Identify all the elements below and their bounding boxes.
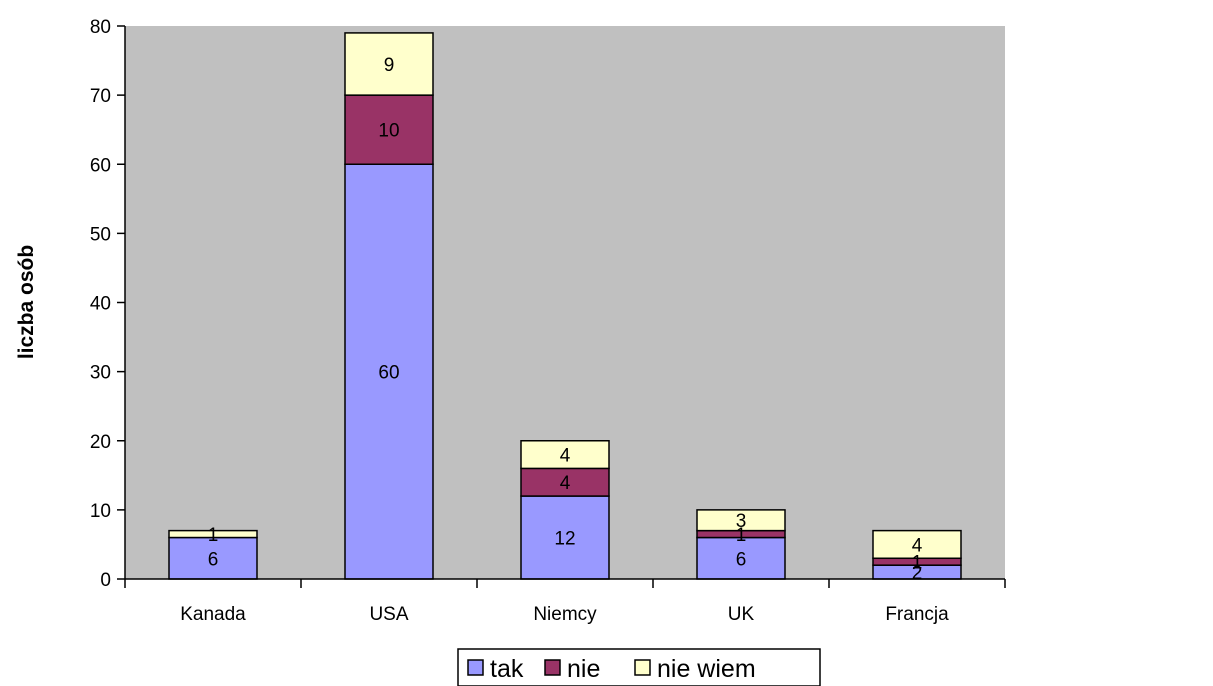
x-tick-label: USA xyxy=(369,604,408,625)
y-tick-label: 30 xyxy=(90,363,111,384)
axes: 0 10 20 30 40 50 60 70 80 Kanada USA Niemcy UK Francj… xyxy=(90,17,1006,625)
data-label-nie-wiem-uk: 3 xyxy=(736,511,747,532)
y-tick-label: 70 xyxy=(90,86,111,107)
data-label-nie-francja: 1 xyxy=(912,553,923,574)
bar-nie-usa xyxy=(344,94,434,165)
data-label-tak-niemcy: 12 xyxy=(554,529,575,550)
bar-nie-wiem-niemcy xyxy=(520,440,610,470)
x-tick-label: UK xyxy=(728,604,755,625)
data-label-nie-wiem-francja: 4 xyxy=(912,535,923,556)
data-label-tak-usa: 60 xyxy=(378,363,399,384)
legend-swatch-nie-wiem xyxy=(634,659,651,676)
y-tick-label: 10 xyxy=(90,501,111,522)
legend-label-nie-wiem: nie wiem xyxy=(657,655,756,683)
data-label-nie-wiem-niemcy: 4 xyxy=(560,446,571,467)
data-label-nie-wiem-usa: 9 xyxy=(384,55,395,76)
y-axis-title: liczba osób xyxy=(15,245,38,359)
bar-nie-wiem-uk xyxy=(696,509,786,532)
y-tick-label: 0 xyxy=(100,570,111,591)
data-label-nie-wiem-kanada: 1 xyxy=(208,525,219,546)
x-tick-label: Niemcy xyxy=(533,604,597,625)
y-tick-label: 60 xyxy=(90,155,111,176)
legend-swatch-nie xyxy=(544,659,561,676)
bar-tak-usa xyxy=(344,163,434,580)
bar-nie-wiem-usa xyxy=(344,32,434,96)
data-label-nie-usa: 10 xyxy=(378,121,399,142)
y-tick-label: 40 xyxy=(90,294,111,315)
x-tick-label: Kanada xyxy=(180,604,246,625)
y-tick-label: 20 xyxy=(90,432,111,453)
data-label-tak-uk: 6 xyxy=(736,549,747,570)
bar-nie-wiem-kanada xyxy=(168,529,258,539)
data-label-tak-kanada: 6 xyxy=(208,549,219,570)
legend-label-nie: nie xyxy=(567,655,600,683)
data-label-nie-niemcy: 4 xyxy=(560,473,571,494)
data-label-tak-francja: 2 xyxy=(912,563,923,584)
x-tick-label: Francja xyxy=(885,604,949,625)
y-tick-label: 50 xyxy=(90,224,111,245)
data-label-nie-uk: 1 xyxy=(736,525,747,546)
bars xyxy=(168,32,962,580)
bar-tak-kanada xyxy=(168,536,258,580)
bar-nie-wiem-francja xyxy=(872,529,962,560)
legend: tak nie nie wiem xyxy=(457,648,821,686)
y-tick-label: 80 xyxy=(90,17,111,38)
legend-swatch-tak xyxy=(467,659,484,676)
legend-label-tak: tak xyxy=(490,655,524,683)
